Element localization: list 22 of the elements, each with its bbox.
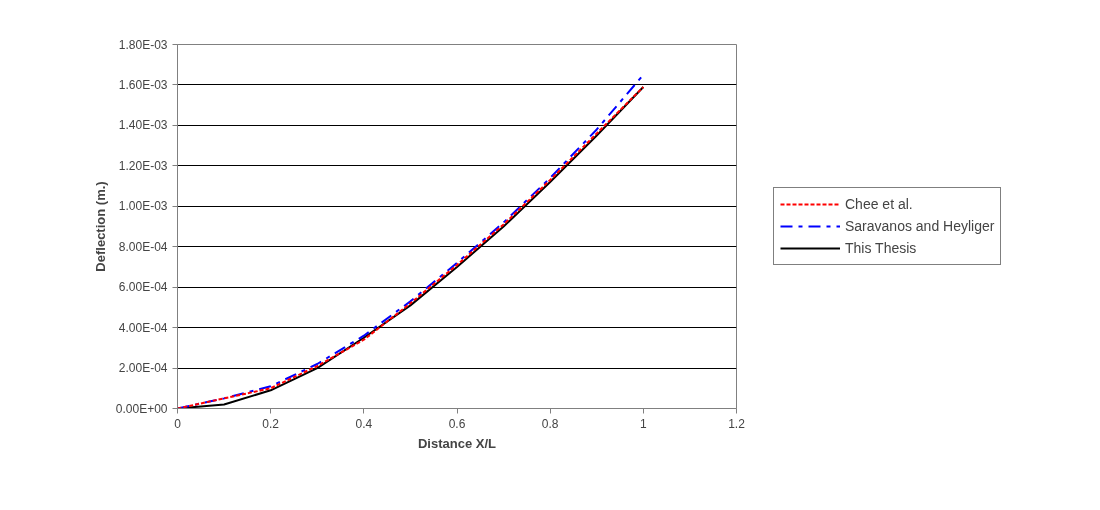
legend-label: Chee et al. bbox=[845, 196, 913, 212]
x-tick-label: 0 bbox=[174, 416, 182, 431]
legend-label: This Thesis bbox=[845, 240, 917, 256]
y-axis-title: Deflection (m.) bbox=[92, 181, 108, 272]
x-tick-label: 0.4 bbox=[355, 416, 373, 431]
x-axis-title: Distance X/L bbox=[417, 435, 497, 451]
y-tick-label: 1.80E-03 bbox=[118, 37, 168, 52]
y-tick-label: 1.60E-03 bbox=[118, 77, 168, 92]
y-tick-label: 1.00E-03 bbox=[118, 199, 168, 214]
y-tick-label: 2.00E-04 bbox=[118, 361, 168, 376]
legend-label: Saravanos and Heyliger bbox=[845, 218, 995, 234]
y-tick-label: 4.00E-04 bbox=[118, 320, 168, 335]
y-tick-label: 1.40E-03 bbox=[118, 118, 168, 133]
x-tick-label: 1 bbox=[640, 416, 647, 431]
x-tick-label: 0.2 bbox=[262, 416, 280, 431]
x-tick-label: 0.8 bbox=[541, 416, 559, 431]
x-tick-label: 1.2 bbox=[728, 416, 746, 431]
y-tick-label: 0.00E+00 bbox=[115, 401, 168, 416]
y-tick-label: 1.20E-03 bbox=[118, 158, 168, 173]
x-tick-label: 0.6 bbox=[448, 416, 466, 431]
y-tick-label: 6.00E-04 bbox=[118, 280, 168, 295]
y-tick-label: 8.00E-04 bbox=[118, 239, 168, 254]
